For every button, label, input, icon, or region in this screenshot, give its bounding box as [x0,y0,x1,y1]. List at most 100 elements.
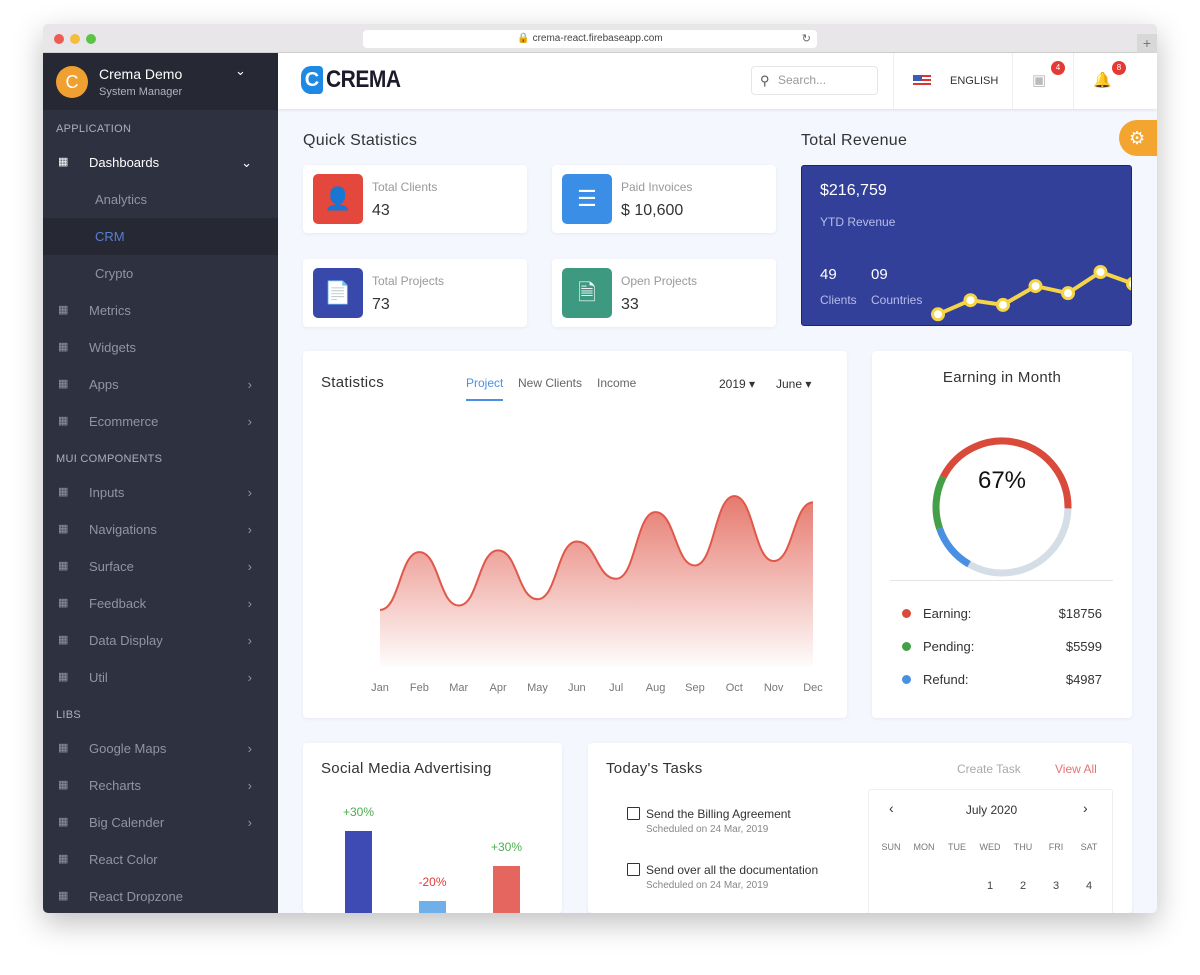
tab-income[interactable]: Income [597,376,637,390]
x-tick-label: Mar [449,682,468,694]
create-task-link[interactable]: Create Task [957,762,1021,776]
donut-segment [932,475,947,530]
lock-icon: 🔒 [517,33,530,44]
logo-text: CREMA [326,66,401,93]
close-window-button[interactable] [54,34,64,44]
chevron-down-icon: ⌄ [241,155,252,170]
legend-dot [902,642,911,651]
total-revenue-title: Total Revenue [801,132,908,149]
document-icon: 🗎 [562,268,612,318]
sidebar-item-react-color[interactable]: ▦ React Color [43,841,278,878]
sidebar-item-apps[interactable]: ▦ Apps › [43,366,278,403]
sidebar-item-feedback[interactable]: ▦ Feedback › [43,585,278,622]
sidebar-item-metrics[interactable]: ▦ Metrics [43,292,278,329]
weekday-label: THU [1013,842,1033,852]
widgets-icon: ▦ [58,341,69,353]
next-month-button[interactable]: › [1083,800,1088,816]
sidebar-item-util[interactable]: ▦ Util › [43,659,278,696]
tab-new-clients[interactable]: New Clients [518,376,583,390]
url-text: crema-react.firebaseapp.com [532,33,663,44]
sidebar-item-google-maps[interactable]: ▦ Google Maps › [43,730,278,767]
sidebar-item-label: Google Maps [89,741,167,756]
quick-statistics-title: Quick Statistics [303,132,418,149]
surface-icon: ▦ [58,560,69,572]
chevron-down-icon[interactable]: ⌄ [235,63,246,78]
donut-segment [936,527,971,568]
search-input[interactable]: ⚲ Search... [751,66,878,95]
revenue-card: $216,759 YTD Revenue 49 Clients 09 Count… [801,165,1132,326]
user-profile[interactable]: C Crema Demo System Manager ⌄ [43,53,278,110]
minimize-window-button[interactable] [70,34,80,44]
revenue-label: YTD Revenue [820,215,896,229]
x-tick-label: Nov [764,682,784,694]
task-date: Scheduled on 24 Mar, 2019 [646,824,769,835]
task-item: Send over all the documentation Scheduled… [627,863,818,891]
sidebar-item-label: Big Calender [89,815,165,830]
legend-value: $5599 [1065,639,1102,654]
task-checkbox[interactable] [627,807,640,820]
sidebar-item-big-calender[interactable]: ▦ Big Calender › [43,804,278,841]
attach-icon: ▦ [58,890,69,902]
calendar-day[interactable]: 2 [1019,880,1027,892]
messages-button[interactable]: ▣ 4 [1032,61,1065,89]
sidebar-item-react-dropzone[interactable]: ▦ React Dropzone [43,878,278,913]
language-selector[interactable]: ENGLISH [913,75,998,87]
bar-label: +30% [342,805,375,819]
earning-legend-item: Earning: $18756 [902,606,1102,621]
sidebar-subitem-crm[interactable]: CRM [43,218,278,255]
view-all-link[interactable]: View All [1055,762,1097,776]
sidebar-item-label: React Dropzone [89,889,183,904]
legend-label: Pending: [923,639,975,654]
address-bar[interactable]: 🔒 crema-react.firebaseapp.com ↻ [363,30,817,48]
sidebar-item-label: Feedback [89,596,147,611]
month-select[interactable]: June ▾ [776,377,811,391]
task-checkbox[interactable] [627,863,640,876]
divider [893,53,894,109]
apps-icon: ▦ [58,378,69,390]
area-fill [380,496,813,666]
logo[interactable]: C CREMA [301,66,401,94]
tab-project[interactable]: Project [466,376,504,401]
calendar-day[interactable]: 4 [1085,880,1093,892]
stat-label: Open Projects [621,274,698,288]
sidebar-item-data-display[interactable]: ▦ Data Display › [43,622,278,659]
map-icon: ▦ [58,742,69,754]
year-select[interactable]: 2019 ▾ [719,377,755,391]
sidebar-item-surface[interactable]: ▦ Surface › [43,548,278,585]
sidebar-item-label: Util [89,670,108,685]
year-value: 2019 [719,377,746,391]
sidebar-subitem-crypto[interactable]: Crypto [43,255,278,292]
calendar-day[interactable]: 1 [986,880,994,892]
legend-value: $18756 [1058,606,1102,621]
cart-icon: ▦ [58,415,69,427]
bar-label: -20% [418,875,447,889]
sidebar-item-recharts[interactable]: ▦ Recharts › [43,767,278,804]
sidebar-item-ecommerce[interactable]: ▦ Ecommerce › [43,403,278,440]
maximize-window-button[interactable] [86,34,96,44]
notifications-button[interactable]: 🔔 8 [1093,61,1126,89]
reload-icon[interactable]: ↻ [801,33,811,45]
calendar-month: July 2020 [965,803,1018,817]
x-tick-label: Jun [568,682,586,694]
chevron-right-icon: › [247,485,252,500]
sidebar-subitem-analytics[interactable]: Analytics [43,181,278,218]
chevron-right-icon: › [247,377,252,392]
sidebar-item-label: Ecommerce [89,414,159,429]
chevron-right-icon: › [247,559,252,574]
clients-count: 49 [820,266,837,283]
calendar-day[interactable]: 3 [1052,880,1060,892]
sidebar-item-widgets[interactable]: ▦ Widgets [43,329,278,366]
earning-title: Earning in Month [942,369,1062,386]
sidebar-item-label: Recharts [89,778,142,793]
sidebar-item-navigations[interactable]: ▦ Navigations › [43,511,278,548]
sidebar-item-label: Metrics [89,303,131,318]
statistics-title: Statistics [321,374,385,391]
sidebar-item-inputs[interactable]: ▦ Inputs › [43,474,278,511]
weekday-label: SUN [881,842,901,852]
new-tab-button[interactable]: + [1137,34,1157,53]
chevron-right-icon: › [247,741,252,756]
prev-month-button[interactable]: ‹ [889,800,894,816]
weekday-label: MON [913,842,935,852]
sidebar-item-dashboards[interactable]: ▦ Dashboards ⌄ [43,144,278,181]
settings-gear-button[interactable]: ⚙ [1119,120,1157,156]
